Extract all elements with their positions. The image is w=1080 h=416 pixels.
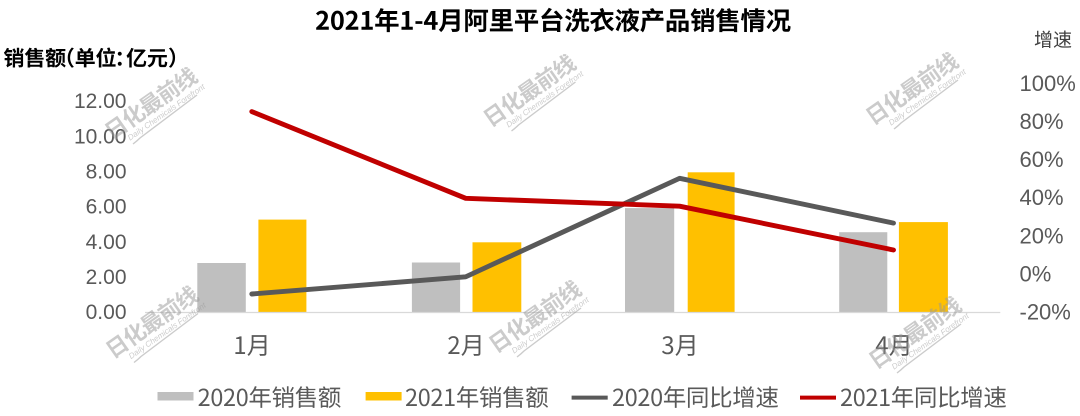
svg-text:12.00: 12.00 [74,90,127,113]
svg-text:6.00: 6.00 [86,196,127,219]
svg-text:60%: 60% [1020,147,1064,172]
svg-text:-20%: -20% [1020,300,1071,325]
svg-text:0%: 0% [1020,261,1052,286]
svg-text:80%: 80% [1020,109,1064,134]
svg-text:10.00: 10.00 [74,125,127,148]
svg-text:2.00: 2.00 [86,266,127,289]
svg-text:0.00: 0.00 [86,301,127,324]
svg-text:8.00: 8.00 [86,160,127,183]
svg-text:20%: 20% [1020,223,1064,248]
svg-text:4.00: 4.00 [86,231,127,254]
svg-text:100%: 100% [1020,71,1076,96]
svg-text:40%: 40% [1020,185,1064,210]
